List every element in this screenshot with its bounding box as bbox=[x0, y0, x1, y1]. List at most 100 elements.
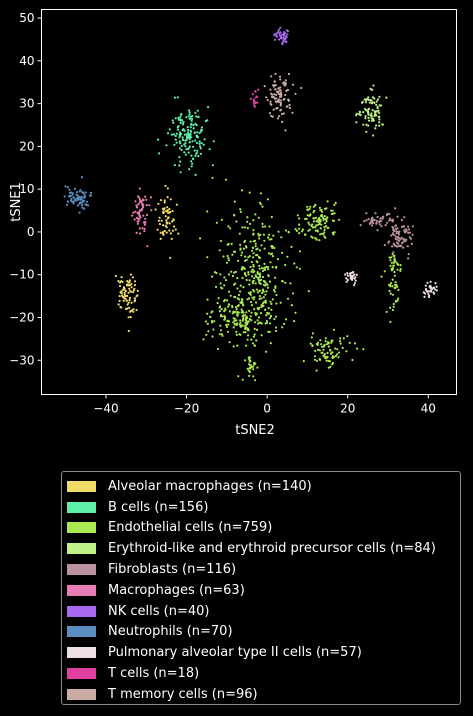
data-point bbox=[213, 320, 216, 323]
data-point bbox=[241, 276, 244, 280]
data-point bbox=[129, 273, 133, 276]
data-point bbox=[241, 226, 244, 229]
data-point bbox=[192, 127, 195, 130]
data-point bbox=[274, 276, 277, 279]
data-point bbox=[278, 115, 281, 118]
data-point bbox=[222, 255, 225, 258]
data-point bbox=[271, 255, 274, 258]
data-point bbox=[248, 370, 251, 374]
data-point bbox=[369, 221, 372, 224]
data-point bbox=[259, 233, 262, 236]
data-point bbox=[255, 288, 258, 291]
data-point bbox=[234, 296, 237, 299]
data-point bbox=[316, 230, 319, 233]
data-point bbox=[372, 134, 375, 137]
data-point bbox=[385, 96, 388, 99]
data-point bbox=[224, 307, 227, 310]
data-point bbox=[309, 342, 312, 345]
data-point bbox=[233, 271, 236, 274]
data-point bbox=[329, 365, 332, 368]
data-point bbox=[392, 228, 395, 231]
data-point bbox=[244, 331, 247, 334]
data-point bbox=[241, 378, 244, 381]
data-point bbox=[229, 294, 232, 297]
data-point bbox=[364, 117, 367, 120]
data-point bbox=[72, 200, 75, 203]
data-point bbox=[73, 197, 76, 200]
data-point bbox=[190, 160, 193, 163]
data-point bbox=[396, 215, 399, 218]
data-point bbox=[248, 309, 251, 312]
data-point bbox=[394, 283, 397, 286]
data-point bbox=[309, 205, 312, 208]
data-point bbox=[397, 297, 400, 300]
series-points bbox=[157, 96, 215, 176]
data-point bbox=[397, 288, 400, 292]
data-point bbox=[76, 204, 79, 207]
data-point bbox=[318, 216, 321, 219]
legend-label: T cells (n=18) bbox=[108, 666, 200, 682]
data-point bbox=[258, 321, 261, 324]
data-point bbox=[70, 191, 73, 194]
data-point bbox=[127, 291, 130, 294]
data-point bbox=[194, 111, 197, 114]
data-point bbox=[227, 225, 230, 228]
data-point bbox=[281, 280, 284, 283]
data-point bbox=[177, 232, 180, 235]
data-point bbox=[251, 246, 254, 249]
data-point bbox=[325, 207, 328, 210]
data-point bbox=[389, 285, 392, 288]
series-points bbox=[359, 207, 414, 260]
data-point bbox=[175, 132, 178, 135]
data-point bbox=[286, 297, 290, 300]
data-point bbox=[170, 237, 173, 240]
data-point bbox=[165, 209, 168, 213]
data-point bbox=[164, 215, 167, 218]
data-point bbox=[174, 138, 177, 141]
data-point bbox=[189, 129, 192, 132]
data-point bbox=[253, 102, 256, 105]
legend-swatch bbox=[67, 480, 96, 492]
data-point bbox=[128, 287, 131, 290]
data-point bbox=[228, 341, 231, 344]
data-point bbox=[188, 136, 191, 139]
data-point bbox=[73, 187, 76, 190]
data-point bbox=[132, 308, 135, 311]
data-point bbox=[248, 222, 252, 225]
data-point bbox=[354, 276, 357, 279]
data-point bbox=[268, 225, 271, 228]
data-point bbox=[185, 138, 188, 141]
data-point bbox=[183, 133, 186, 136]
data-point bbox=[395, 230, 398, 233]
data-point bbox=[267, 252, 271, 255]
data-point bbox=[281, 43, 284, 46]
data-point bbox=[218, 249, 221, 252]
data-point bbox=[336, 348, 339, 351]
data-point bbox=[159, 199, 162, 202]
data-point bbox=[334, 201, 337, 204]
data-point bbox=[371, 101, 374, 104]
data-point bbox=[318, 349, 321, 352]
data-point bbox=[325, 359, 328, 362]
data-point bbox=[133, 284, 136, 287]
data-point bbox=[389, 306, 392, 309]
data-point bbox=[318, 357, 321, 361]
data-point bbox=[318, 239, 321, 242]
data-point bbox=[227, 259, 230, 262]
data-point bbox=[267, 233, 271, 236]
data-point bbox=[371, 88, 374, 91]
data-point bbox=[221, 315, 224, 318]
y-tick-label: 0 bbox=[27, 225, 35, 239]
legend-label: T memory cells (n=96) bbox=[108, 686, 258, 702]
data-point bbox=[223, 310, 226, 313]
data-point bbox=[224, 279, 228, 282]
data-point bbox=[129, 310, 132, 313]
data-point bbox=[273, 80, 276, 83]
data-point bbox=[202, 338, 205, 341]
data-point bbox=[312, 220, 315, 223]
legend-item: T memory cells (n=96) bbox=[67, 684, 460, 705]
data-point bbox=[168, 128, 171, 131]
data-point bbox=[317, 348, 320, 351]
data-point bbox=[284, 318, 288, 321]
data-point bbox=[267, 330, 270, 333]
